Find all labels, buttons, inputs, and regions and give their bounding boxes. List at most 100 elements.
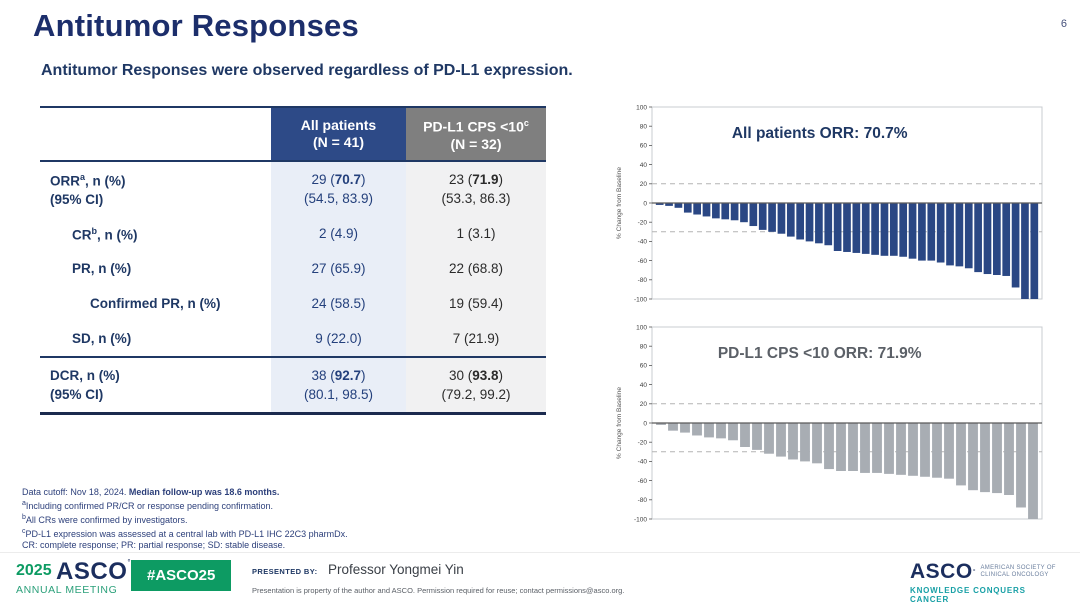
asco-tagline: KNOWLEDGE CONQUERS CANCER (910, 586, 1026, 604)
waterfall-bar (764, 423, 774, 454)
waterfall-bar (964, 203, 973, 269)
waterfall-bar (674, 203, 683, 208)
waterfall-bar (936, 203, 945, 263)
waterfall-bar (908, 203, 917, 259)
waterfall-bar (980, 423, 990, 493)
waterfall-bar (1028, 423, 1038, 519)
waterfall-bar (683, 203, 692, 213)
y-tick-label: 40 (640, 382, 648, 389)
waterfall-bar (668, 423, 678, 431)
society-name: AMERICAN SOCIETY OF CLINICAL ONCOLOGY (980, 565, 1056, 578)
cell-pdl1-cps: 30 (93.8) (79.2, 99.2) (406, 355, 546, 415)
y-tick-label: 60 (640, 143, 648, 150)
y-tick-label: -100 (634, 516, 647, 523)
table-row: CRb, n (%) 2 (4.9) 1 (3.1) (40, 215, 546, 251)
response-table: All patients (N = 41) PD-L1 CPS <10c (N … (40, 106, 546, 415)
waterfall-bar (749, 203, 758, 227)
footnote-line: CR: complete response; PR: partial respo… (22, 540, 286, 550)
waterfall-bar (1030, 203, 1039, 299)
waterfall-bar (752, 423, 762, 450)
presented-by-label: PRESENTED BY: (252, 567, 318, 576)
y-tick-label: 100 (636, 324, 647, 331)
waterfall-bar (872, 423, 882, 473)
chart-title: All patients ORR: 70.7% (732, 125, 908, 142)
waterfall-bar (728, 423, 738, 441)
footnote-data-cutoff: Data cutoff: Nov 18, 2024. Median follow… (22, 487, 280, 497)
cell-all-patients: 29 (70.7) (54.5, 83.9) (271, 160, 406, 216)
y-tick-label: 40 (640, 162, 648, 169)
waterfall-bar (932, 423, 942, 478)
y-tick-label: 80 (640, 124, 648, 131)
waterfall-svg-pdl1-cps: 100 80 60 40 20 0 -20 -40 -60 -80 -100 % Change fro… (616, 324, 1043, 523)
cell-pdl1-cps: 19 (59.4) (406, 285, 546, 321)
waterfall-bar (993, 203, 1001, 275)
waterfall-bar (815, 203, 823, 244)
waterfall-bar (1016, 423, 1026, 508)
cell-all-patients: 9 (22.0) (271, 320, 406, 357)
waterfall-bar (730, 203, 739, 221)
footer-divider (0, 552, 1080, 553)
cell-pdl1-cps: 22 (68.8) (406, 250, 546, 286)
waterfall-bar (796, 203, 805, 240)
waterfall-bar (665, 203, 673, 206)
row-label: ORRa, n (%) (95% CI) (50, 171, 126, 208)
waterfall-bar (740, 423, 750, 447)
registered-mark-icon: ° (127, 558, 131, 567)
header-footnote-sup: c (523, 118, 529, 128)
y-tick-label: 0 (643, 200, 647, 207)
waterfall-bar (927, 203, 936, 261)
waterfall-bar (704, 423, 714, 438)
footnote-line: bAll CRs were confirmed by investigators… (22, 514, 188, 525)
table-header-row: All patients (N = 41) PD-L1 CPS <10c (N … (40, 106, 546, 162)
asco-society-logo: ASCO ° AMERICAN SOCIETY OF CLINICAL ONCOL… (910, 560, 1066, 604)
waterfall-bar (848, 423, 858, 471)
waterfall-bar (880, 203, 889, 256)
cell-all-patients: 24 (58.5) (271, 285, 406, 321)
waterfall-bar (692, 423, 702, 436)
table-row: Confirmed PR, n (%) 24 (58.5) 19 (59.4) (40, 285, 546, 321)
y-tick-label: 0 (643, 420, 647, 427)
header-empty-cell (40, 106, 271, 162)
hashtag-badge: #ASCO25 (131, 560, 232, 591)
logo-annual-meeting: ANNUAL MEETING (16, 584, 118, 596)
footnote-line: aIncluding confirmed PR/CR or response p… (22, 500, 274, 511)
waterfall-bar (680, 423, 690, 433)
waterfall-bar (740, 203, 748, 223)
row-label: SD, n (%) (72, 330, 132, 346)
logo-asco: ASCO (56, 558, 128, 585)
waterfall-bar (974, 203, 982, 273)
y-tick-label: 80 (640, 344, 648, 351)
cell-pdl1-cps: 1 (3.1) (406, 215, 546, 251)
cell-all-patients: 2 (4.9) (271, 215, 406, 251)
asco-annual-meeting-logo: 2025 ASCO° ANNUAL MEETING (16, 559, 131, 596)
waterfall-bar (656, 423, 666, 425)
header-all-patients-label: All patients (300, 116, 377, 133)
table-row: DCR, n (%) (95% CI) 38 (92.7) (80.1, 98.5) 3… (40, 355, 546, 415)
header-all-patients: All patients (N = 41) (271, 106, 406, 162)
waterfall-bar (908, 423, 918, 476)
waterfall-bar (1011, 203, 1020, 288)
waterfall-bar (702, 203, 711, 217)
waterfall-bar (1021, 203, 1029, 299)
waterfall-bar (824, 423, 834, 470)
y-tick-label: 60 (640, 363, 648, 370)
row-label: Confirmed PR, n (%) (90, 295, 221, 311)
y-axis-label: % Change from Baseline (616, 167, 623, 239)
waterfall-bar (983, 203, 992, 275)
waterfall-bar (860, 423, 870, 473)
y-tick-label: -80 (638, 277, 648, 284)
waterfall-bar (805, 203, 814, 242)
cell-all-patients: 38 (92.7) (80.1, 98.5) (271, 355, 406, 415)
waterfall-bar (655, 203, 664, 205)
chart-title: PD-L1 CPS <10 ORR: 71.9% (718, 345, 922, 362)
footnotes: Data cutoff: Nov 18, 2024. Median follow… (22, 487, 348, 551)
waterfall-bar (716, 423, 726, 439)
waterfall-bar (786, 203, 795, 237)
y-tick-label: -60 (638, 258, 648, 265)
y-tick-label: 20 (640, 401, 648, 408)
waterfall-chart-pdl1-cps: 100 80 60 40 20 0 -20 -40 -60 -80 -100 % Change fro… (612, 321, 1052, 538)
y-tick-label: -80 (638, 497, 648, 504)
waterfall-bar (768, 203, 776, 232)
waterfall-bar (777, 203, 786, 234)
slide-number: 6 (1060, 18, 1067, 30)
